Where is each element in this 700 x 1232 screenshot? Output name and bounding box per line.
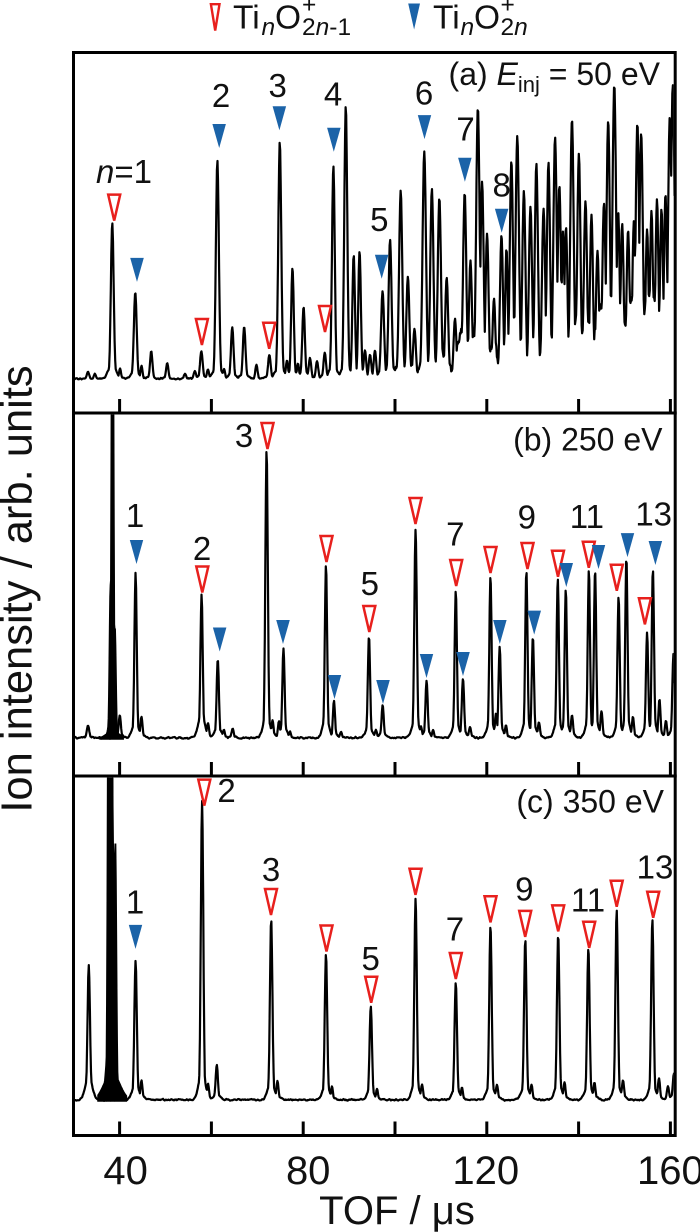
svg-text:13: 13 bbox=[635, 495, 672, 532]
svg-text:11: 11 bbox=[571, 881, 605, 918]
svg-text:7: 7 bbox=[446, 516, 464, 553]
svg-text:160: 160 bbox=[637, 1149, 700, 1193]
svg-text:7: 7 bbox=[446, 911, 464, 948]
svg-text:3: 3 bbox=[269, 67, 287, 104]
svg-text:+: + bbox=[302, 0, 316, 19]
svg-text:(a) Einj = 50 eV: (a) Einj = 50 eV bbox=[449, 56, 661, 97]
svg-text:5: 5 bbox=[370, 201, 388, 238]
svg-text:11: 11 bbox=[570, 498, 604, 535]
svg-text:6: 6 bbox=[415, 75, 433, 112]
svg-text:3: 3 bbox=[262, 851, 280, 888]
svg-text:7: 7 bbox=[456, 111, 474, 148]
svg-text:2: 2 bbox=[212, 77, 230, 114]
svg-text:1: 1 bbox=[126, 497, 144, 534]
svg-text:2: 2 bbox=[193, 530, 211, 567]
svg-text:5: 5 bbox=[362, 940, 380, 977]
svg-text:(b) 250 eV: (b) 250 eV bbox=[513, 422, 663, 458]
svg-text:2n-1: 2n-1 bbox=[302, 14, 351, 41]
svg-text:n: n bbox=[461, 14, 475, 41]
svg-text:TOF / μs: TOF / μs bbox=[319, 1189, 475, 1232]
svg-text:Ti: Ti bbox=[233, 0, 260, 37]
svg-text:9: 9 bbox=[515, 870, 533, 907]
svg-text:13: 13 bbox=[637, 848, 674, 885]
svg-text:(c) 350 eV: (c) 350 eV bbox=[516, 784, 664, 820]
svg-text:3: 3 bbox=[235, 417, 253, 454]
svg-text:1: 1 bbox=[126, 883, 144, 920]
svg-text:O: O bbox=[474, 0, 500, 37]
svg-text:120: 120 bbox=[452, 1149, 519, 1193]
svg-text:40: 40 bbox=[103, 1149, 148, 1193]
svg-text:O: O bbox=[275, 0, 301, 37]
svg-text:8: 8 bbox=[493, 167, 511, 204]
svg-text:4: 4 bbox=[324, 75, 342, 112]
svg-text:Ti: Ti bbox=[433, 0, 460, 37]
svg-text:n: n bbox=[262, 14, 276, 41]
svg-text:Ion intensity / arb. units: Ion intensity / arb. units bbox=[0, 365, 42, 812]
svg-text:+: + bbox=[501, 0, 515, 19]
svg-text:2: 2 bbox=[217, 772, 235, 809]
svg-text:2n: 2n bbox=[501, 14, 528, 41]
svg-text:n=1: n=1 bbox=[96, 153, 152, 190]
svg-text:80: 80 bbox=[286, 1149, 331, 1193]
svg-text:9: 9 bbox=[518, 499, 536, 536]
svg-text:5: 5 bbox=[361, 565, 379, 602]
